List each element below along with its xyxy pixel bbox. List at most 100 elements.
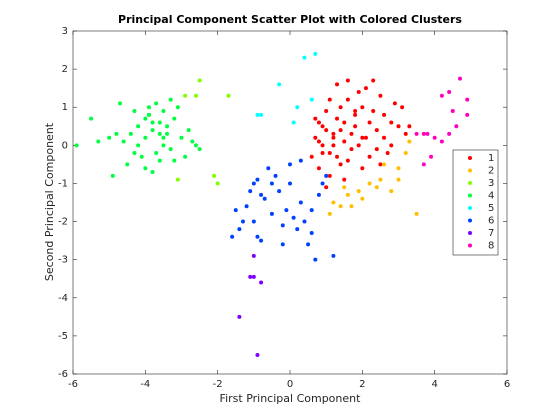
point [363,86,368,91]
legend-marker [468,168,472,173]
point [382,112,387,117]
point [143,116,148,121]
point [345,192,350,197]
x-tick-label: -4 [140,379,150,390]
point [439,93,444,98]
y-tick-label: -1 [58,178,68,189]
point [309,154,314,159]
point [168,97,173,102]
point [363,135,368,140]
x-tick-label: 4 [431,379,437,390]
point [298,158,303,163]
point [342,185,347,190]
point [382,135,387,140]
point [284,208,289,213]
point [403,131,408,136]
point [150,120,155,125]
y-tick-label: -6 [58,369,68,380]
point [259,238,264,243]
point [193,93,198,98]
point [454,124,459,129]
point [309,97,314,102]
point [450,109,455,114]
point [186,128,191,133]
y-tick-label: -3 [58,255,68,266]
point [342,177,347,182]
point [266,166,271,171]
point [165,124,170,129]
point [291,215,296,220]
point [421,162,426,167]
point [353,109,358,114]
point [161,135,166,140]
point [338,162,343,167]
legend-label: 4 [488,191,494,202]
point [154,101,159,106]
point [414,211,419,216]
legend-marker [468,193,472,198]
point [327,97,332,102]
point [360,196,365,201]
point [316,120,321,125]
point [74,143,79,148]
x-tick-label: 6 [504,379,510,390]
point [396,166,401,171]
point [335,82,340,87]
point [233,208,238,213]
point [414,131,419,136]
legend-marker [468,206,472,210]
point [421,131,426,136]
point [259,192,264,197]
point [89,116,94,121]
point [262,196,267,201]
point [150,128,155,133]
point [378,177,383,182]
point [309,208,314,213]
point [244,204,249,209]
point [338,204,343,209]
point [374,185,379,190]
x-tick-label: -6 [68,379,78,390]
y-tick-label: 1 [62,102,68,113]
point [161,109,166,114]
point [96,139,101,144]
legend-label: 6 [488,216,494,227]
point [309,230,314,235]
point [248,189,253,194]
point [457,76,462,81]
point [429,154,434,159]
point [349,204,354,209]
point [154,150,159,155]
y-tick-label: -2 [58,217,68,228]
point [230,234,235,239]
point [324,109,329,114]
point [371,109,376,114]
point [179,135,184,140]
point [320,143,325,148]
point [277,189,282,194]
point [447,131,452,136]
point [150,170,155,175]
point [277,82,282,87]
point [183,93,188,98]
point [342,120,347,125]
point [237,314,242,319]
point [251,274,256,279]
point [193,143,198,148]
point [320,124,325,129]
point [183,154,188,159]
point [367,120,372,125]
legend-box [452,149,499,256]
point [345,97,350,102]
x-tick-label: -2 [213,379,223,390]
legend-label: 7 [488,228,494,239]
x-tick-label: 0 [287,379,293,390]
point [353,112,358,117]
point [316,139,321,144]
y-tick-label: 3 [62,26,68,37]
point [447,89,452,94]
point [320,181,325,186]
point [288,162,292,167]
point [302,219,307,224]
point [165,131,170,136]
